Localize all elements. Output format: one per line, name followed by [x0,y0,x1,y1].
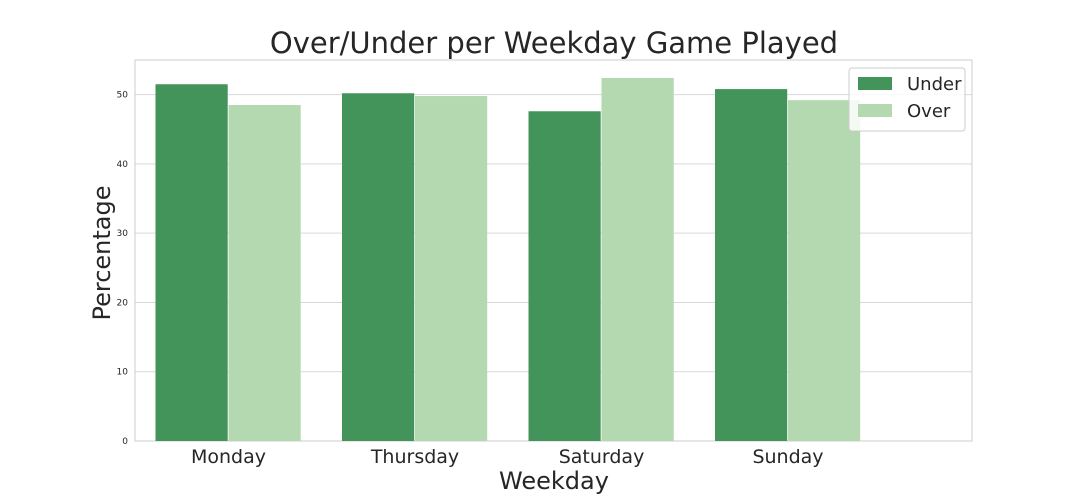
chart-title: Over/Under per Weekday Game Played [270,26,838,60]
bar-over-sunday [788,100,861,441]
y-tick-label: 30 [117,229,129,239]
y-tick-label: 0 [122,437,128,447]
bar-under-saturday [528,111,601,442]
y-tick-label: 20 [117,298,129,308]
legend-label-over: Over [907,101,951,122]
bars [155,78,861,442]
x-category-label: Monday [191,446,266,468]
bar-over-monday [228,105,301,441]
x-axis-label: Weekday [499,467,609,495]
x-category-labels: Monday Thursday Saturday Sunday [191,446,824,468]
bar-under-monday [155,84,228,441]
y-tick-labels: 0 10 20 30 40 50 [117,91,129,447]
y-tick-label: 10 [117,368,129,378]
legend-swatch-under [858,77,892,90]
bar-under-sunday [715,89,788,441]
x-category-label: Saturday [559,446,645,468]
y-axis-label: Percentage [88,185,116,320]
bar-over-saturday [601,78,674,441]
legend-swatch-over [858,104,892,117]
bar-under-thursday [342,93,415,441]
y-tick-label: 50 [117,91,129,101]
x-category-label: Sunday [752,446,823,468]
legend-label-under: Under [907,74,962,95]
x-category-label: Thursday [370,446,459,468]
y-tick-label: 40 [117,160,129,170]
legend: Under Over [848,67,966,132]
bar-over-thursday [415,96,488,441]
